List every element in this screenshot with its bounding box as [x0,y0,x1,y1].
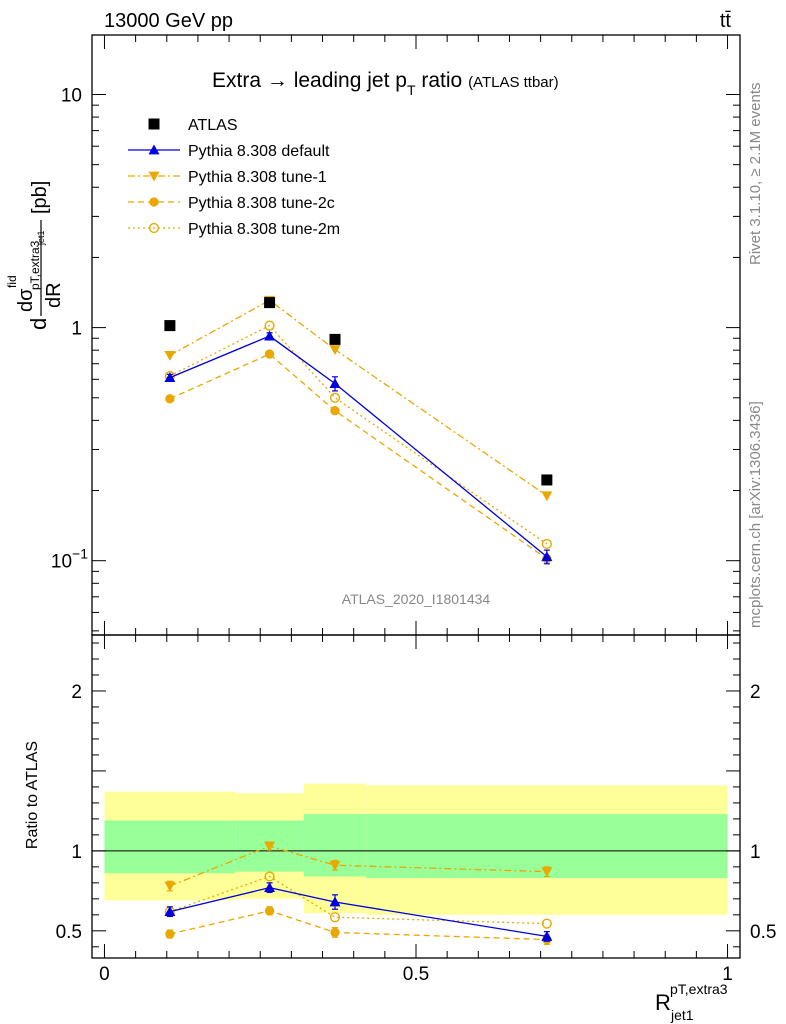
main-ytick-label: 1 [71,319,82,340]
ylabel-d: d [26,318,51,330]
main-ylabel: d dσ fid pT,extra3 jet1 dR [pb] [5,181,65,330]
main-point-tune2c [330,406,340,416]
main-point-tune2m [329,392,341,403]
ratio-point-tune1 [329,860,341,871]
ratio-xtick-label: 1 [722,964,733,985]
ratio-point-tune2m [329,912,341,923]
title-word-leading: leading jet p [294,69,407,92]
main-line-tune2m [169,324,548,545]
legend-marker-tune2c [149,197,159,207]
main-point-tune2c [165,394,175,404]
ratio-ylabel: Ratio to ATLAS [24,741,41,849]
legend-marker-data [148,118,160,130]
ratio-point-default [329,896,341,907]
mcplots-label: mcplots.cern.ch [arXiv:1306.3436] [747,401,764,628]
title-word-extra: Extra [212,69,261,92]
title-arrow: → [261,69,294,92]
legend-label-default: Pythia 8.308 default [188,143,330,160]
ratio-line-default [169,886,547,938]
ratio-line-tune2c [169,910,547,941]
legend-label-tune1: Pythia 8.308 tune-1 [188,169,327,186]
ratio-ytick-label-left: 2 [71,682,82,703]
ratio-point-tune2c [165,929,175,939]
ratio-point-tune2m [264,871,275,882]
chart-marks: 10−1 1 10 0 0.5 1 0.5 0.5 1 1 2 2 ATLAS Pythia 8.308 … [51,34,776,985]
main-point-data [264,297,276,309]
ratio-ytick-label-right: 2 [750,682,761,703]
main-point-data [541,474,553,486]
ratio-point-default [164,906,176,917]
svg-text:d: d [26,318,51,330]
main-line-tune1 [169,299,548,497]
rivet-version-label: Rivet 3.1.10, ≥ 2.1M events [747,83,764,266]
ratio-ytick-label-right: 1 [750,842,761,863]
ratio-point-tune1 [164,881,176,892]
main-point-default [329,378,341,389]
main-point-tune1 [329,345,341,356]
legend-label-tune2m: Pythia 8.308 tune-2m [188,221,340,238]
energy-label: 13000 GeV pp [104,10,233,32]
main-ytick-label: 10 [61,86,82,107]
ratio-line-tune1 [169,845,547,887]
ratio-xtick-label: 0.5 [403,964,429,985]
main-line-tune2c [169,353,548,560]
ratio-ytick-label-right: 0.5 [750,922,776,943]
main-point-tune2c [264,349,275,359]
title-word-ratio: ratio [421,69,462,92]
legend-label-tune2c: Pythia 8.308 tune-2c [188,195,335,212]
legend-marker-default [148,144,160,155]
ylabel-unit: [pb] [29,181,51,214]
main-ytick-label: 10−1 [51,546,88,573]
ratio-point-tune1 [541,867,553,878]
main-point-tune2m [541,538,552,550]
process-label: tt̄ [720,10,732,32]
ratio-point-tune2m [541,918,552,929]
ratio-ytick-label-left: 0.5 [56,922,82,943]
title-atlas-ttbar: (ATLAS ttbar) [468,74,559,91]
legend-label-data: ATLAS [188,117,238,134]
ratio-xtick-label: 0 [99,964,110,985]
main-point-data [164,320,176,332]
main-title: Extra → leading jet pT ratio (ATLAS ttba… [212,69,559,98]
analysis-label: ATLAS_2020_I1801434 [342,591,491,607]
ratio-ytick-label-left: 1 [71,842,82,863]
ratio-point-default [264,882,276,893]
ylabel-dsigma: dσ [15,288,37,312]
main-line-default [169,335,548,558]
ratio-point-tune2c [330,927,340,938]
main-point-data [329,333,341,345]
xlabel: R pT,extra3 jet1 [655,981,728,1023]
ylabel-dR: dR [43,282,65,308]
legend-marker-tune1 [148,171,160,182]
title-subscript: T [407,82,416,98]
ratio-point-tune2c [264,906,275,916]
uncertainty-band-inner [104,820,236,874]
ylabel-fid: fid [5,275,19,288]
main-point-tune1 [541,491,553,502]
main-point-default [541,551,553,562]
main-point-default [164,372,176,383]
ylabel-sub1: pT,extra3 [28,240,42,290]
xlabel-sup: pT,extra3 [670,981,728,997]
main-point-default [264,330,276,341]
ratio-point-default [541,930,553,941]
svg-text:Extra → leading jet pT ratio (: Extra → leading jet pT ratio (ATLAS ttba… [212,69,559,98]
xlabel-sub: jet1 [670,1007,694,1023]
legend-marker-tune2m [148,222,160,234]
ratio-point-tune1 [264,841,276,852]
main-point-tune2m [264,320,275,331]
xlabel-R: R [655,990,671,1015]
main-point-tune1 [164,350,176,361]
